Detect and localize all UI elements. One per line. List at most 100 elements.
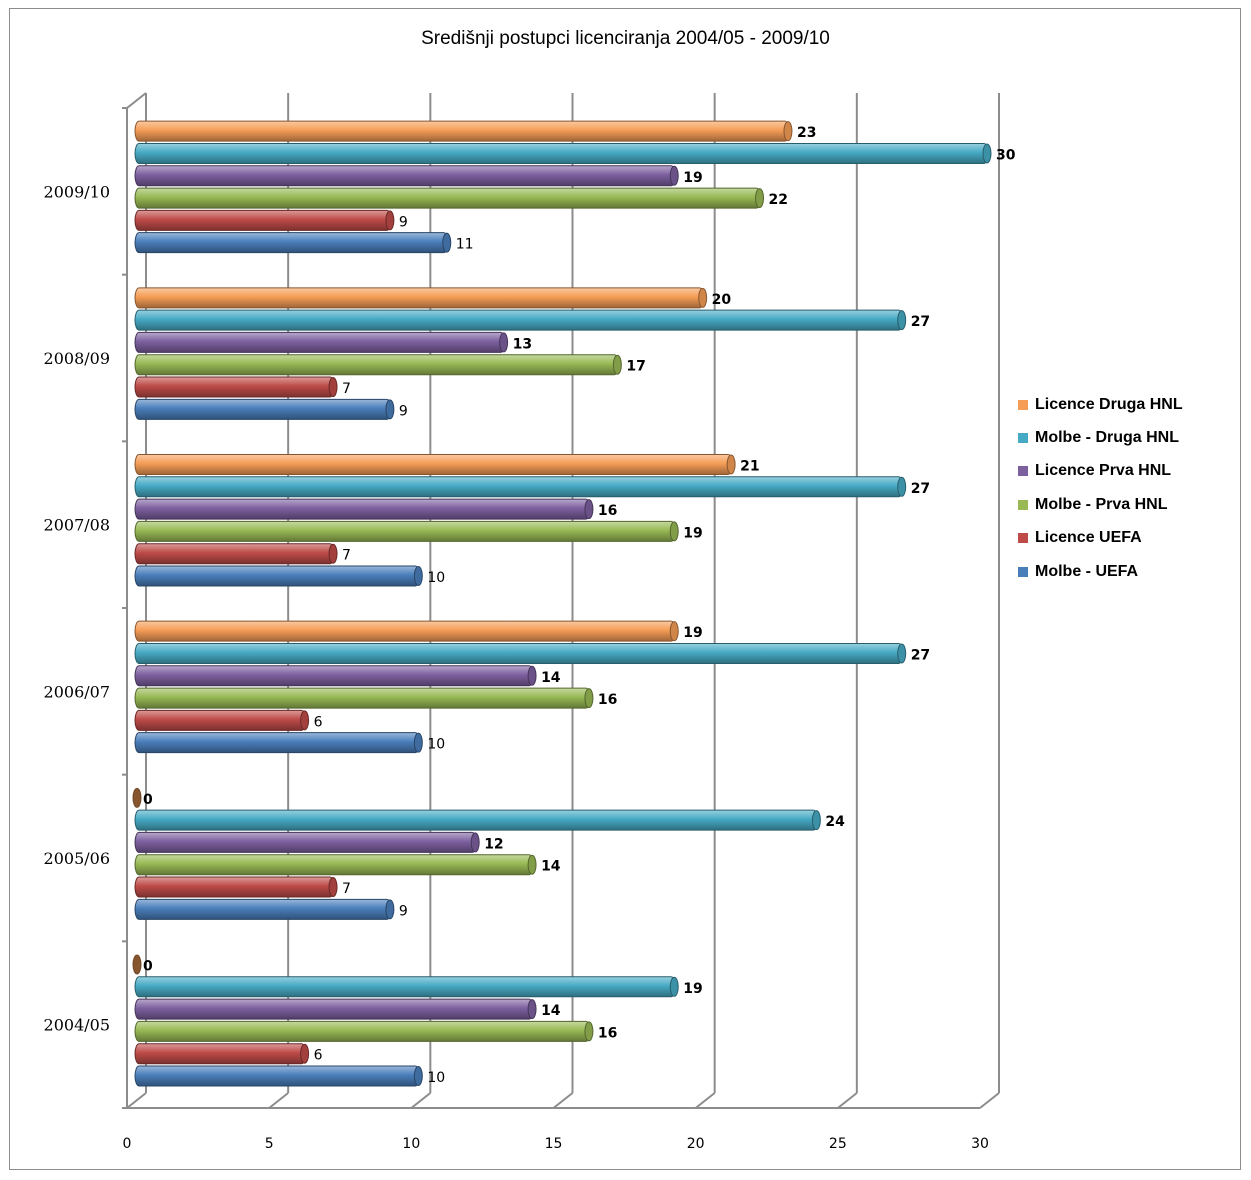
legend-label: Molbe - Druga HNL bbox=[1035, 429, 1179, 447]
data-label: 27 bbox=[911, 481, 930, 497]
data-label: 12 bbox=[484, 836, 503, 852]
bar bbox=[134, 209, 395, 231]
bar bbox=[134, 854, 537, 876]
data-label: 30 bbox=[996, 147, 1016, 163]
bar bbox=[132, 954, 142, 975]
bar bbox=[134, 331, 509, 353]
category-label: 2006/07 bbox=[44, 682, 110, 701]
bar bbox=[134, 831, 480, 853]
data-label: 0 bbox=[143, 792, 153, 808]
bar bbox=[134, 732, 423, 754]
legend-label: Molbe - Prva HNL bbox=[1035, 495, 1168, 513]
category-label: 2008/09 bbox=[44, 349, 110, 368]
bar bbox=[134, 476, 907, 498]
x-tick-label: 30 bbox=[971, 1136, 989, 1152]
gridlines bbox=[126, 93, 1000, 1109]
data-label: 19 bbox=[683, 525, 702, 541]
bar bbox=[134, 998, 537, 1020]
data-label: 22 bbox=[769, 192, 788, 208]
bar bbox=[134, 232, 452, 254]
legend-label: Licence Druga HNL bbox=[1035, 395, 1183, 413]
legend-swatch bbox=[1018, 533, 1028, 544]
bar bbox=[134, 520, 679, 542]
category-label: 2007/08 bbox=[44, 516, 110, 535]
bar bbox=[134, 620, 679, 642]
floor-gridline bbox=[837, 1092, 858, 1109]
data-label: 14 bbox=[541, 1003, 561, 1019]
data-label: 16 bbox=[598, 1025, 617, 1041]
legend-swatch bbox=[1018, 433, 1028, 444]
bar bbox=[134, 976, 679, 998]
legend-swatch bbox=[1018, 466, 1028, 477]
data-label: 10 bbox=[427, 570, 445, 586]
floor-gridline bbox=[126, 1092, 147, 1109]
bar bbox=[134, 142, 992, 164]
bar bbox=[134, 898, 395, 920]
legend-label: Licence UEFA bbox=[1035, 529, 1142, 547]
data-label: 13 bbox=[513, 336, 532, 352]
data-label: 27 bbox=[911, 314, 930, 330]
x-tick-label: 5 bbox=[265, 1136, 274, 1152]
floor-gridline bbox=[410, 1092, 431, 1109]
data-label: 7 bbox=[342, 548, 351, 564]
data-label: 20 bbox=[712, 292, 732, 308]
bar bbox=[134, 687, 594, 709]
legend-label: Molbe - UEFA bbox=[1035, 562, 1139, 580]
data-label: 6 bbox=[314, 714, 323, 730]
data-label: 0 bbox=[143, 959, 153, 975]
data-label: 19 bbox=[683, 981, 702, 997]
bar bbox=[134, 498, 594, 520]
data-label: 24 bbox=[825, 814, 845, 830]
data-label: 9 bbox=[399, 403, 408, 419]
data-label: 16 bbox=[598, 692, 617, 708]
category-label: 2009/10 bbox=[44, 182, 110, 201]
data-label: 19 bbox=[683, 170, 702, 186]
wall-edge bbox=[126, 92, 147, 109]
bar bbox=[134, 376, 338, 398]
data-label: 10 bbox=[427, 1070, 445, 1086]
data-label: 16 bbox=[598, 503, 617, 519]
floor-gridline bbox=[979, 1092, 1000, 1109]
data-label: 14 bbox=[541, 859, 561, 875]
legend-item: Molbe - Druga HNL bbox=[1018, 421, 1183, 454]
bars bbox=[132, 120, 992, 1087]
bar bbox=[134, 642, 907, 664]
data-label: 14 bbox=[541, 670, 561, 686]
bar bbox=[134, 543, 338, 565]
bar bbox=[134, 1065, 423, 1087]
data-label: 17 bbox=[626, 359, 645, 375]
category-label: 2005/06 bbox=[44, 849, 110, 868]
labels: 10 6 16 14 19 0 9 7 14 12 24 0 10 6 16 14 27 19 10 7 19 16 27 2… bbox=[143, 125, 1016, 1086]
legend-swatch bbox=[1018, 399, 1028, 410]
bar bbox=[132, 787, 142, 808]
bar bbox=[134, 709, 310, 731]
data-label: 7 bbox=[342, 381, 351, 397]
bar bbox=[134, 454, 736, 475]
bar bbox=[134, 187, 765, 209]
legend: Licence Druga HNL Molbe - Druga HNL Licenc… bbox=[1018, 388, 1183, 588]
data-label: 10 bbox=[427, 737, 445, 753]
data-label: 21 bbox=[740, 459, 759, 475]
data-label: 19 bbox=[683, 625, 702, 641]
legend-swatch bbox=[1018, 566, 1028, 577]
x-tick-label: 0 bbox=[123, 1136, 132, 1152]
legend-swatch bbox=[1018, 499, 1028, 510]
data-label: 27 bbox=[911, 647, 930, 663]
bar bbox=[134, 665, 537, 687]
bar bbox=[134, 876, 338, 898]
chart-title: Središnji postupci licenciranja 2004/05 … bbox=[421, 28, 830, 49]
bar bbox=[134, 565, 423, 587]
legend-item: Molbe - Prva HNL bbox=[1018, 488, 1183, 521]
data-label: 6 bbox=[314, 1048, 323, 1064]
data-label: 9 bbox=[399, 214, 408, 230]
floor-gridline bbox=[268, 1092, 289, 1109]
bar bbox=[134, 398, 395, 420]
x-tick-label: 15 bbox=[545, 1136, 563, 1152]
x-tick-label: 25 bbox=[829, 1136, 847, 1152]
x-tick-label: 20 bbox=[687, 1136, 705, 1152]
bar bbox=[134, 354, 622, 376]
data-label: 23 bbox=[797, 125, 816, 141]
axes: 0 5 10 15 20 25 30 2004/05 2005/06 2006/07 2007/08… bbox=[44, 92, 989, 1152]
bar bbox=[134, 120, 793, 142]
